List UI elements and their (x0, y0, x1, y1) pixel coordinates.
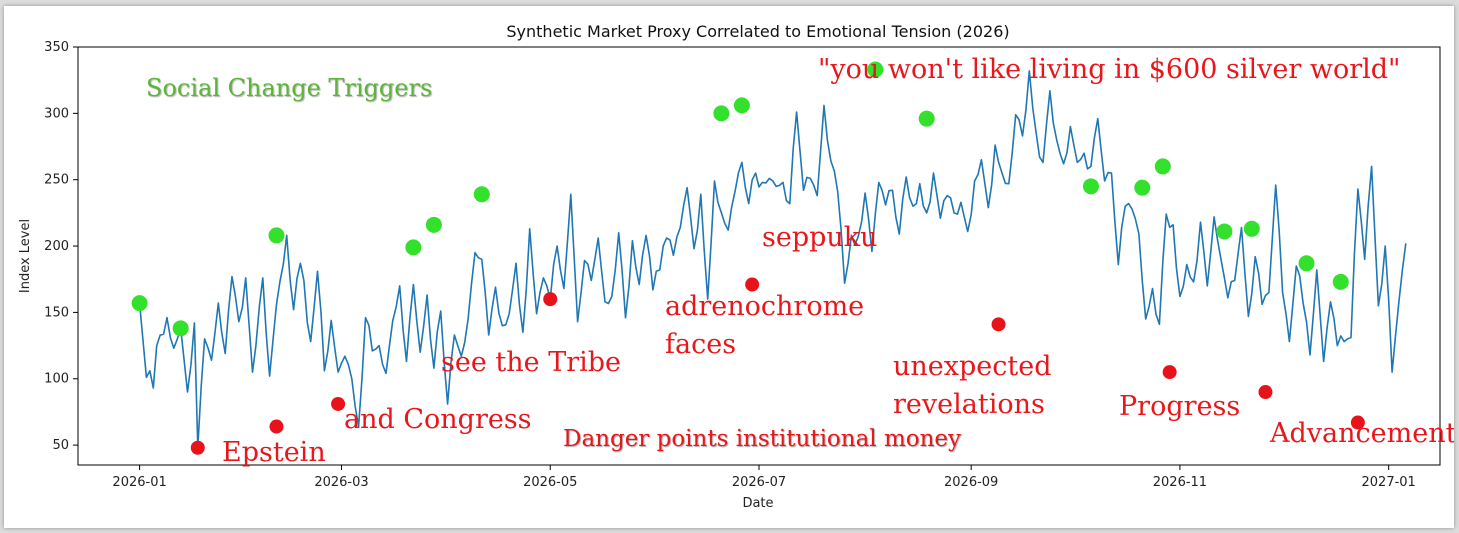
chart-title: Synthetic Market Proxy Correlated to Emo… (506, 22, 1009, 41)
danger-point (543, 292, 558, 307)
label-progress: Progress (1119, 391, 1240, 422)
y-tick-label: 150 (44, 305, 69, 320)
trigger-point (713, 105, 730, 122)
danger-label: Danger points institutional money (563, 426, 961, 452)
label-revelations: revelations (893, 389, 1045, 420)
x-tick-label: 2026-09 (944, 475, 998, 490)
label-congress: and Congress (344, 404, 532, 435)
trigger-point (473, 186, 490, 203)
danger-point (190, 440, 205, 455)
danger-point (269, 419, 284, 434)
y-tick-label: 350 (44, 40, 69, 55)
danger-point (1162, 365, 1177, 380)
trigger-point (425, 216, 442, 233)
trigger-point (1298, 255, 1315, 272)
trigger-point (131, 295, 148, 312)
triggers-label: Social Change Triggers (146, 74, 432, 102)
label-unexpected: unexpected (893, 351, 1051, 382)
trigger-point (268, 227, 285, 244)
x-tick-label: 2026-07 (732, 475, 786, 490)
x-tick-label: 2027-01 (1362, 475, 1416, 490)
y-axis: 50 100 150 200 250 300 350 (44, 40, 78, 453)
trigger-point (867, 61, 884, 78)
label-advancement: Advancement (1269, 418, 1454, 449)
trigger-point (1134, 179, 1151, 196)
figure-frame: Synthetic Market Proxy Correlated to Emo… (4, 6, 1454, 528)
x-tick-label: 2026-05 (523, 475, 577, 490)
x-axis-title: Date (742, 496, 773, 511)
y-tick-label: 50 (52, 438, 69, 453)
label-tribe: see the Tribe (441, 347, 621, 378)
trigger-point (918, 110, 935, 127)
y-tick-label: 100 (44, 372, 69, 387)
series-line (138, 70, 1407, 449)
plot-area (77, 46, 1441, 466)
trigger-point (733, 97, 750, 114)
trigger-point (1243, 220, 1260, 237)
y-tick-label: 250 (44, 173, 69, 188)
trigger-point (405, 239, 422, 256)
trigger-point (1082, 178, 1099, 195)
trigger-point (1216, 223, 1233, 240)
x-tick-label: 2026-11 (1153, 475, 1207, 490)
x-axis: 2026-01 2026-03 2026-05 2026-07 2026-09 2026-… (112, 465, 1416, 490)
x-tick-label: 2026-01 (112, 475, 166, 490)
silver-quote: "you won't like living in $600 silver wo… (818, 54, 1400, 85)
danger-point (745, 277, 760, 292)
trigger-point (1332, 273, 1349, 290)
y-tick-label: 200 (44, 239, 69, 254)
label-faces: faces (665, 329, 736, 360)
markers (131, 61, 1365, 455)
label-epstein: Epstein (222, 437, 326, 468)
x-tick-label: 2026-03 (314, 475, 368, 490)
chart: Synthetic Market Proxy Correlated to Emo… (18, 22, 1454, 511)
danger-point (331, 396, 346, 411)
y-axis-title: Index Level (18, 219, 33, 293)
danger-point (991, 317, 1006, 332)
y-tick-label: 300 (44, 106, 69, 121)
trigger-point (172, 320, 189, 337)
danger-point (1258, 385, 1273, 400)
trigger-point (1154, 158, 1171, 175)
label-seppuku: seppuku (762, 222, 878, 253)
label-adrenochrome: adrenochrome (665, 291, 864, 322)
danger-point (1350, 415, 1365, 430)
